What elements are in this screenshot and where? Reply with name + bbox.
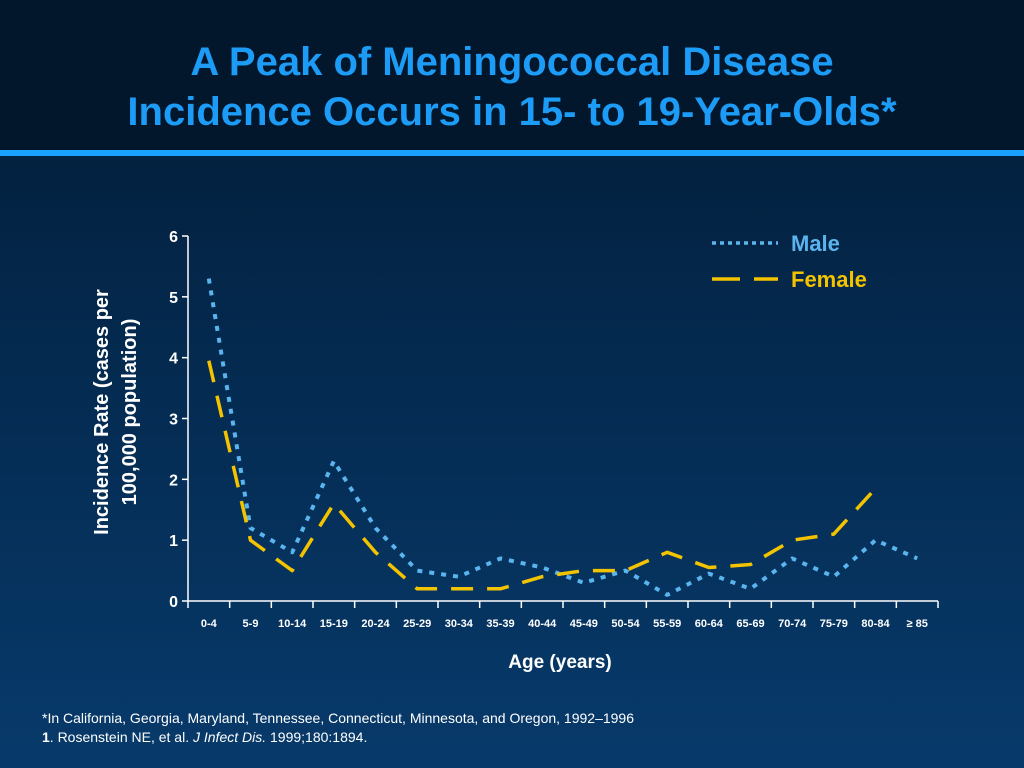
series-line-male (206, 278, 919, 597)
y-tick-label: 0 (169, 594, 178, 611)
x-tick-label: 50-54 (611, 618, 640, 630)
title-bar (0, 0, 1024, 152)
x-tick-label: 30-34 (445, 618, 474, 630)
x-tick-label: 20-24 (361, 618, 390, 630)
chart-axes: 0 1 2 3 4 5 6 0-4 5-9 10-14 15-19 20-24 25-29 30-34 35… (169, 229, 939, 630)
x-tick-label: 65-69 (736, 618, 764, 630)
x-tick-label: 25-29 (403, 618, 431, 630)
footnote-ref-authors: . Rosenstein NE, et al. (49, 729, 193, 745)
footnote-reference: 1. Rosenstein NE, et al. J Infect Dis. 1… (42, 729, 367, 745)
x-tick-label: 70-74 (778, 618, 807, 630)
footnote-ref-citation: 1999;180:1894. (266, 729, 368, 745)
y-axis-label-line-1: Incidence Rate (cases per (91, 289, 113, 535)
x-tick-label: 80-84 (861, 618, 890, 630)
footnote-regions: *In California, Georgia, Maryland, Tenne… (42, 710, 634, 726)
chart-series (206, 278, 919, 597)
x-tick-label: 55-59 (653, 618, 681, 630)
x-tick-label: 60-64 (695, 618, 724, 630)
x-tick-label: 45-49 (570, 618, 598, 630)
x-tick-label: 75-79 (820, 618, 848, 630)
slide-title-line-2: Incidence Occurs in 15- to 19-Year-Olds* (127, 90, 897, 134)
y-tick-label: 3 (169, 412, 178, 429)
x-tick-label: 40-44 (528, 618, 557, 630)
y-tick-label: 4 (169, 351, 178, 368)
y-axis-label-line-2: 100,000 population) (119, 319, 141, 506)
y-tick-label: 5 (169, 290, 178, 307)
x-tick-label: 15-19 (320, 618, 348, 630)
footnote-ref-journal: J Infect Dis. (192, 729, 267, 745)
x-tick-label: ≥ 85 (906, 618, 927, 630)
slide-title-line-1: A Peak of Meningococcal Disease (190, 40, 834, 84)
title-divider (0, 150, 1024, 156)
x-tick-label: 0-4 (201, 618, 218, 630)
y-tick-label: 2 (169, 472, 178, 489)
x-tick-label: 10-14 (278, 618, 307, 630)
chart-legend: Male Female (712, 231, 867, 292)
x-tick-label: 5-9 (243, 618, 259, 630)
footnote-ref-number: 1 (42, 729, 50, 745)
x-tick-label: 35-39 (486, 618, 514, 630)
legend-label-female: Female (791, 267, 867, 292)
x-axis-label: Age (years) (508, 652, 612, 673)
legend-label-male: Male (791, 231, 840, 256)
series-line-female (207, 360, 877, 591)
y-tick-label: 6 (169, 229, 178, 246)
y-tick-label: 1 (169, 533, 178, 550)
